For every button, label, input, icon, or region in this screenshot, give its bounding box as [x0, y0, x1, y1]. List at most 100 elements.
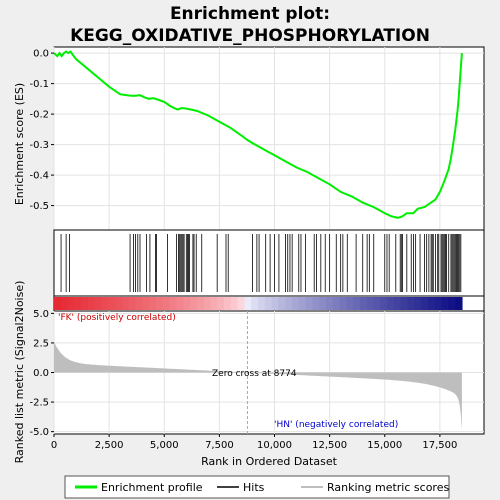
positive-correlation-label: 'FK' (positively correlated) — [58, 313, 176, 323]
metric-tick-label: 0.0 — [33, 368, 49, 379]
color-bar-segment — [176, 297, 184, 310]
color-bar-segment — [400, 297, 409, 310]
x-axis-ticks: 0 2,500 5,000 7,500 10,000 12,500 15,000 17,500 — [51, 434, 457, 451]
x-tick-label: 2,500 — [95, 440, 124, 451]
color-bar-segment — [155, 297, 164, 310]
color-bar-segment — [325, 297, 334, 310]
color-bar-segment — [353, 297, 361, 310]
color-bar-segment — [427, 297, 436, 310]
x-tick-label: 7,500 — [205, 440, 234, 451]
metric-tick-label: -2.5 — [29, 398, 49, 409]
legend-hits-label: Hits — [243, 481, 265, 494]
metric-tick-label: -5.0 — [29, 427, 49, 438]
color-bar-segment — [305, 297, 313, 310]
color-bar-segment — [54, 297, 62, 310]
color-bar-segment — [407, 297, 415, 310]
color-bar-segment — [332, 297, 341, 310]
chart-title-line2: KEGG_OXIDATIVE_PHOSPHORYLATION — [70, 26, 430, 46]
color-bar-segment — [251, 297, 259, 310]
legend-metric-label: Ranking metric scores — [327, 481, 449, 494]
hits-panel — [53, 229, 485, 297]
color-bar-segment — [393, 297, 402, 310]
color-bar-segment — [387, 297, 395, 310]
color-bar-segment — [196, 297, 205, 310]
es-y-axis-label: Enrichment score (ES) — [13, 83, 26, 205]
color-bar-segment — [421, 297, 429, 310]
metric-tick-label: 5.0 — [33, 309, 49, 320]
x-tick-label: 17,500 — [422, 440, 457, 451]
hit-markers — [60, 234, 462, 292]
color-bar-segment — [257, 297, 266, 310]
color-bar-segment — [244, 297, 252, 310]
es-tick-label: -0.4 — [29, 171, 49, 182]
color-bar-segment — [101, 297, 109, 310]
color-bar-segment — [87, 297, 96, 310]
color-bar-segment — [346, 297, 354, 310]
color-bar-segment — [94, 297, 103, 310]
color-bar-segment — [312, 297, 320, 310]
color-bar-segment — [271, 297, 279, 310]
zero-cross-annotation: Zero cross at 8774 — [212, 369, 297, 379]
color-bar-segment — [434, 297, 443, 310]
color-bar-segment — [121, 297, 130, 310]
color-bar-segment — [74, 297, 82, 310]
metric-tick-label: 2.5 — [33, 338, 49, 349]
es-panel — [53, 46, 485, 231]
color-bar-segment — [298, 297, 307, 310]
color-bar-segment — [455, 297, 463, 310]
x-tick-label: 12,500 — [312, 440, 347, 451]
color-bar-segment — [217, 297, 225, 310]
color-bar-segment — [278, 297, 286, 310]
color-bar-segment — [135, 297, 143, 310]
color-bar-segment — [264, 297, 273, 310]
color-bar-segment — [203, 297, 211, 310]
color-bar-segment — [189, 297, 198, 310]
color-bar-segment — [183, 297, 191, 310]
legend: Enrichment profile Hits Ranking metric s… — [64, 475, 450, 499]
legend-box — [64, 475, 450, 499]
x-tick-label: 10,000 — [257, 440, 292, 451]
es-tick-label: -0.3 — [29, 140, 49, 151]
negative-correlation-label: 'HN' (negatively correlated) — [274, 420, 398, 430]
color-bar-segment — [448, 297, 456, 310]
color-bar-segment — [108, 297, 116, 310]
color-bar-segment — [373, 297, 381, 310]
es-tick-label: -0.2 — [29, 110, 49, 121]
metric-y-ticks: 5.0 2.5 0.0 -2.5 -5.0 — [29, 309, 54, 438]
color-bar-segment — [67, 297, 75, 310]
color-bar-segment — [339, 297, 347, 310]
color-bar-segment — [285, 297, 293, 310]
color-bar-segment — [142, 297, 150, 310]
rank-color-bar — [54, 297, 463, 310]
color-bar-segment — [81, 297, 89, 310]
color-bar-segment — [441, 297, 449, 310]
legend-profile-label: Enrichment profile — [101, 481, 203, 494]
color-bar-segment — [128, 297, 137, 310]
x-tick-label: 15,000 — [367, 440, 402, 451]
color-bar-segment — [366, 297, 375, 310]
color-bar-segment — [115, 297, 123, 310]
x-axis-label: Rank in Ordered Dataset — [201, 455, 338, 468]
es-tick-label: -0.5 — [29, 201, 49, 212]
color-bar-segment — [149, 297, 157, 310]
color-bar-segment — [237, 297, 245, 310]
color-bar-segment — [223, 297, 232, 310]
color-bar-segment — [210, 297, 218, 310]
chart-title-line1: Enrichment plot: — [170, 4, 330, 24]
es-gridlines — [53, 47, 484, 230]
color-bar-segment — [380, 297, 388, 310]
x-tick-label: 0 — [51, 440, 57, 451]
metric-y-axis-label: Ranked list metric (Signal2Noise) — [13, 281, 26, 464]
es-y-ticks: 0.0 -0.1 -0.2 -0.3 -0.4 -0.5 — [29, 49, 54, 212]
color-bar-segment — [60, 297, 69, 310]
es-tick-label: -0.1 — [29, 79, 49, 90]
color-bar-segment — [169, 297, 177, 310]
color-bar-segment — [414, 297, 422, 310]
es-tick-label: 0.0 — [33, 49, 49, 60]
color-bar-segment — [230, 297, 239, 310]
enrichment-profile-line — [53, 50, 463, 219]
color-bar-segment — [291, 297, 300, 310]
color-bar-segment — [162, 297, 171, 310]
color-bar-segment — [319, 297, 327, 310]
